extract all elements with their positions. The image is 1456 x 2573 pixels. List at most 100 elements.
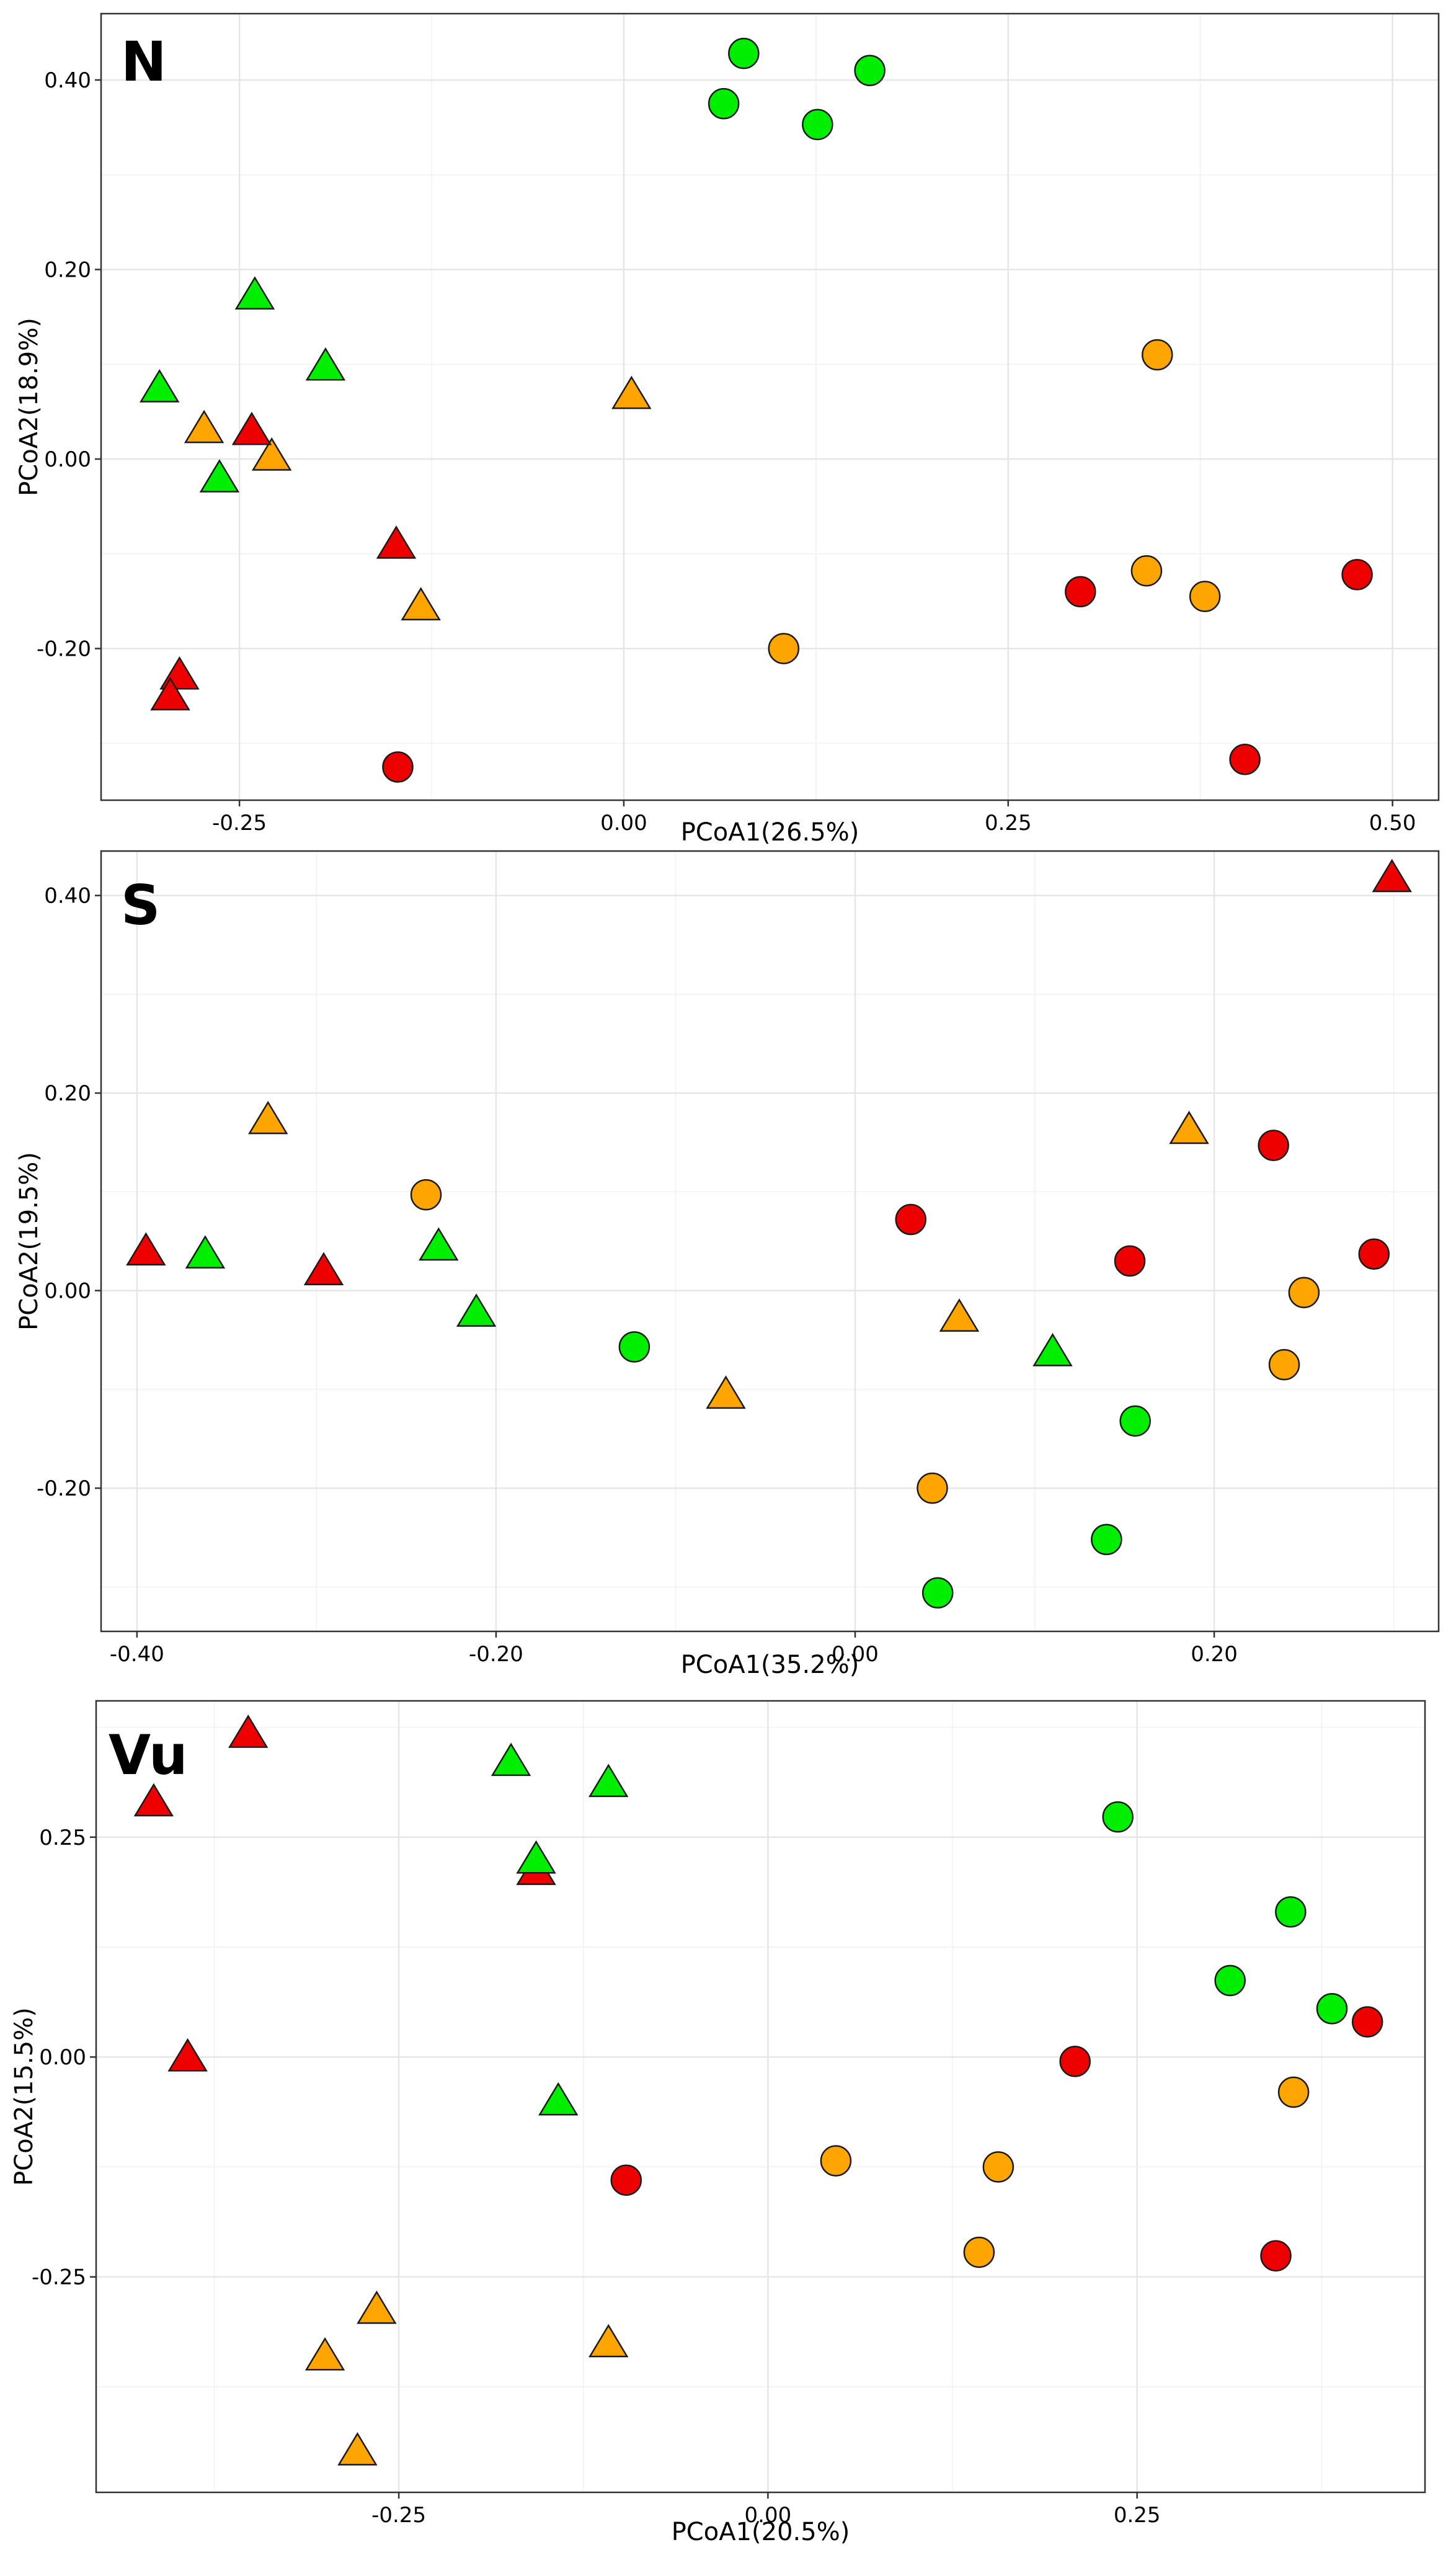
data-point-triangle-orange bbox=[304, 2337, 345, 2371]
y-tick-label: 0.40 bbox=[44, 884, 91, 909]
data-point-circle-green bbox=[708, 87, 740, 120]
data-point-circle-orange bbox=[963, 2236, 995, 2268]
data-point-triangle-orange bbox=[337, 2432, 378, 2466]
data-point-circle-orange bbox=[820, 2145, 852, 2177]
data-point-triangle-green bbox=[185, 1235, 226, 1269]
x-tick-label: 0.25 bbox=[1114, 2503, 1161, 2528]
x-tick-label: 0.25 bbox=[985, 811, 1032, 836]
x-tick-label: -0.25 bbox=[371, 2503, 426, 2528]
data-point-circle-green bbox=[1316, 1992, 1348, 2025]
y-tick-label: 0.40 bbox=[44, 68, 91, 93]
data-point-circle-orange bbox=[917, 1472, 948, 1504]
y-tick-label: 0.20 bbox=[44, 257, 91, 282]
data-point-triangle-green bbox=[140, 369, 180, 403]
panel-label: Vu bbox=[109, 1723, 188, 1787]
data-point-circle-red bbox=[1351, 2006, 1383, 2038]
x-tick-label: 0.00 bbox=[745, 2503, 792, 2528]
data-point-triangle-green bbox=[491, 1742, 531, 1777]
data-point-triangle-orange bbox=[611, 375, 652, 409]
data-point-triangle-green bbox=[1032, 1332, 1073, 1367]
x-tick-label: 0.00 bbox=[600, 811, 647, 836]
x-tick-label: 0.00 bbox=[832, 1642, 879, 1667]
y-tick-label: -0.20 bbox=[37, 637, 91, 662]
data-point-circle-orange bbox=[1288, 1277, 1320, 1309]
data-point-triangle-red bbox=[303, 1252, 344, 1286]
data-point-circle-red bbox=[1341, 559, 1373, 591]
x-axis-title: PCoA1(20.5%) bbox=[672, 2518, 850, 2546]
data-point-triangle-red bbox=[376, 525, 417, 559]
y-tick-label: 0.00 bbox=[44, 447, 91, 472]
x-tick-label: -0.25 bbox=[212, 811, 267, 836]
data-point-circle-orange bbox=[1189, 581, 1221, 612]
data-point-circle-orange bbox=[1130, 555, 1163, 587]
data-point-circle-green bbox=[1091, 1523, 1122, 1556]
y-axis-title: PCoA2(19.5%) bbox=[15, 1152, 43, 1331]
data-point-triangle-orange bbox=[248, 1100, 288, 1135]
data-point-triangle-orange bbox=[184, 409, 224, 444]
data-point-circle-red bbox=[1229, 744, 1261, 775]
x-tick-label: -0.20 bbox=[469, 1642, 523, 1667]
data-point-triangle-red bbox=[167, 2038, 208, 2072]
plot-frame bbox=[100, 12, 1440, 801]
x-tick-label: 0.20 bbox=[1191, 1642, 1238, 1667]
x-tick-label: -0.40 bbox=[110, 1642, 164, 1667]
data-point-circle-green bbox=[802, 109, 833, 140]
data-point-triangle-orange bbox=[357, 2290, 397, 2324]
plot-frame bbox=[95, 1700, 1426, 2494]
data-point-triangle-green bbox=[588, 1764, 629, 1798]
data-point-triangle-orange bbox=[939, 1298, 980, 1332]
pcoa-panel-vu: -0.25 0.00 0.25 -0.25 0.00 0.25 PCoA1(20.5%) PC… bbox=[10, 1700, 1426, 2546]
data-point-triangle-red bbox=[1372, 858, 1412, 893]
data-point-circle-orange bbox=[410, 1179, 442, 1211]
data-point-circle-green bbox=[854, 55, 886, 86]
data-point-triangle-red bbox=[133, 1783, 174, 1817]
panel-label: N bbox=[121, 30, 167, 94]
y-tick-label: -0.25 bbox=[32, 2265, 86, 2290]
data-point-circle-red bbox=[1358, 1238, 1390, 1270]
data-point-circle-green bbox=[618, 1331, 650, 1363]
x-tick-label: 0.50 bbox=[1369, 811, 1416, 836]
data-point-circle-orange bbox=[982, 2151, 1014, 2183]
x-axis-title: PCoA1(26.5%) bbox=[681, 818, 859, 847]
y-axis-title: PCoA2(18.9%) bbox=[15, 318, 43, 496]
data-point-triangle-red bbox=[150, 677, 190, 711]
data-point-triangle-red bbox=[231, 411, 272, 445]
plot-frame bbox=[100, 850, 1440, 1633]
data-point-circle-orange bbox=[1268, 1349, 1300, 1381]
y-axis-title: PCoA2(15.5%) bbox=[10, 2007, 38, 2186]
y-tick-label: 0.00 bbox=[44, 1279, 91, 1304]
data-point-circle-red bbox=[1114, 1245, 1146, 1277]
data-point-circle-green bbox=[1119, 1405, 1151, 1437]
data-point-circle-red bbox=[895, 1203, 927, 1236]
data-point-triangle-green bbox=[538, 2082, 579, 2116]
data-point-circle-red bbox=[1258, 1130, 1289, 1161]
data-point-triangle-orange bbox=[706, 1375, 746, 1409]
data-point-circle-green bbox=[921, 1577, 954, 1609]
data-point-triangle-orange bbox=[1169, 1110, 1209, 1144]
y-tick-label: -0.20 bbox=[37, 1476, 91, 1501]
data-point-circle-orange bbox=[768, 633, 800, 664]
data-point-circle-green bbox=[728, 37, 760, 69]
y-tick-label: 0.00 bbox=[39, 2045, 86, 2070]
x-axis-title: PCoA1(35.2%) bbox=[681, 1651, 859, 1679]
panel-label: S bbox=[121, 873, 160, 937]
data-point-circle-green bbox=[1214, 1964, 1246, 1997]
data-point-circle-green bbox=[1102, 1801, 1134, 1833]
data-point-triangle-orange bbox=[401, 587, 441, 621]
data-point-circle-red bbox=[1260, 2240, 1292, 2272]
pcoa-panel-n: -0.25 0.00 0.25 0.50 -0.20 0.00 0.20 0.40 PCoA1(… bbox=[15, 12, 1440, 847]
data-point-circle-green bbox=[1275, 1896, 1307, 1928]
data-point-triangle-green bbox=[419, 1227, 459, 1261]
data-point-triangle-red bbox=[228, 1715, 269, 1748]
data-point-circle-red bbox=[1065, 576, 1096, 608]
pcoa-panel-s: -0.40 -0.20 0.00 0.20 -0.20 0.00 0.20 0.40 PCoA1… bbox=[15, 850, 1440, 1679]
data-point-triangle-green bbox=[456, 1293, 497, 1327]
data-point-triangle-green bbox=[234, 276, 275, 310]
data-point-circle-red bbox=[610, 2164, 642, 2196]
data-point-circle-red bbox=[1059, 2046, 1091, 2077]
data-point-triangle-green bbox=[199, 459, 240, 493]
data-point-circle-red bbox=[382, 751, 414, 783]
data-point-triangle-red bbox=[126, 1232, 166, 1266]
data-point-triangle-orange bbox=[251, 437, 292, 471]
